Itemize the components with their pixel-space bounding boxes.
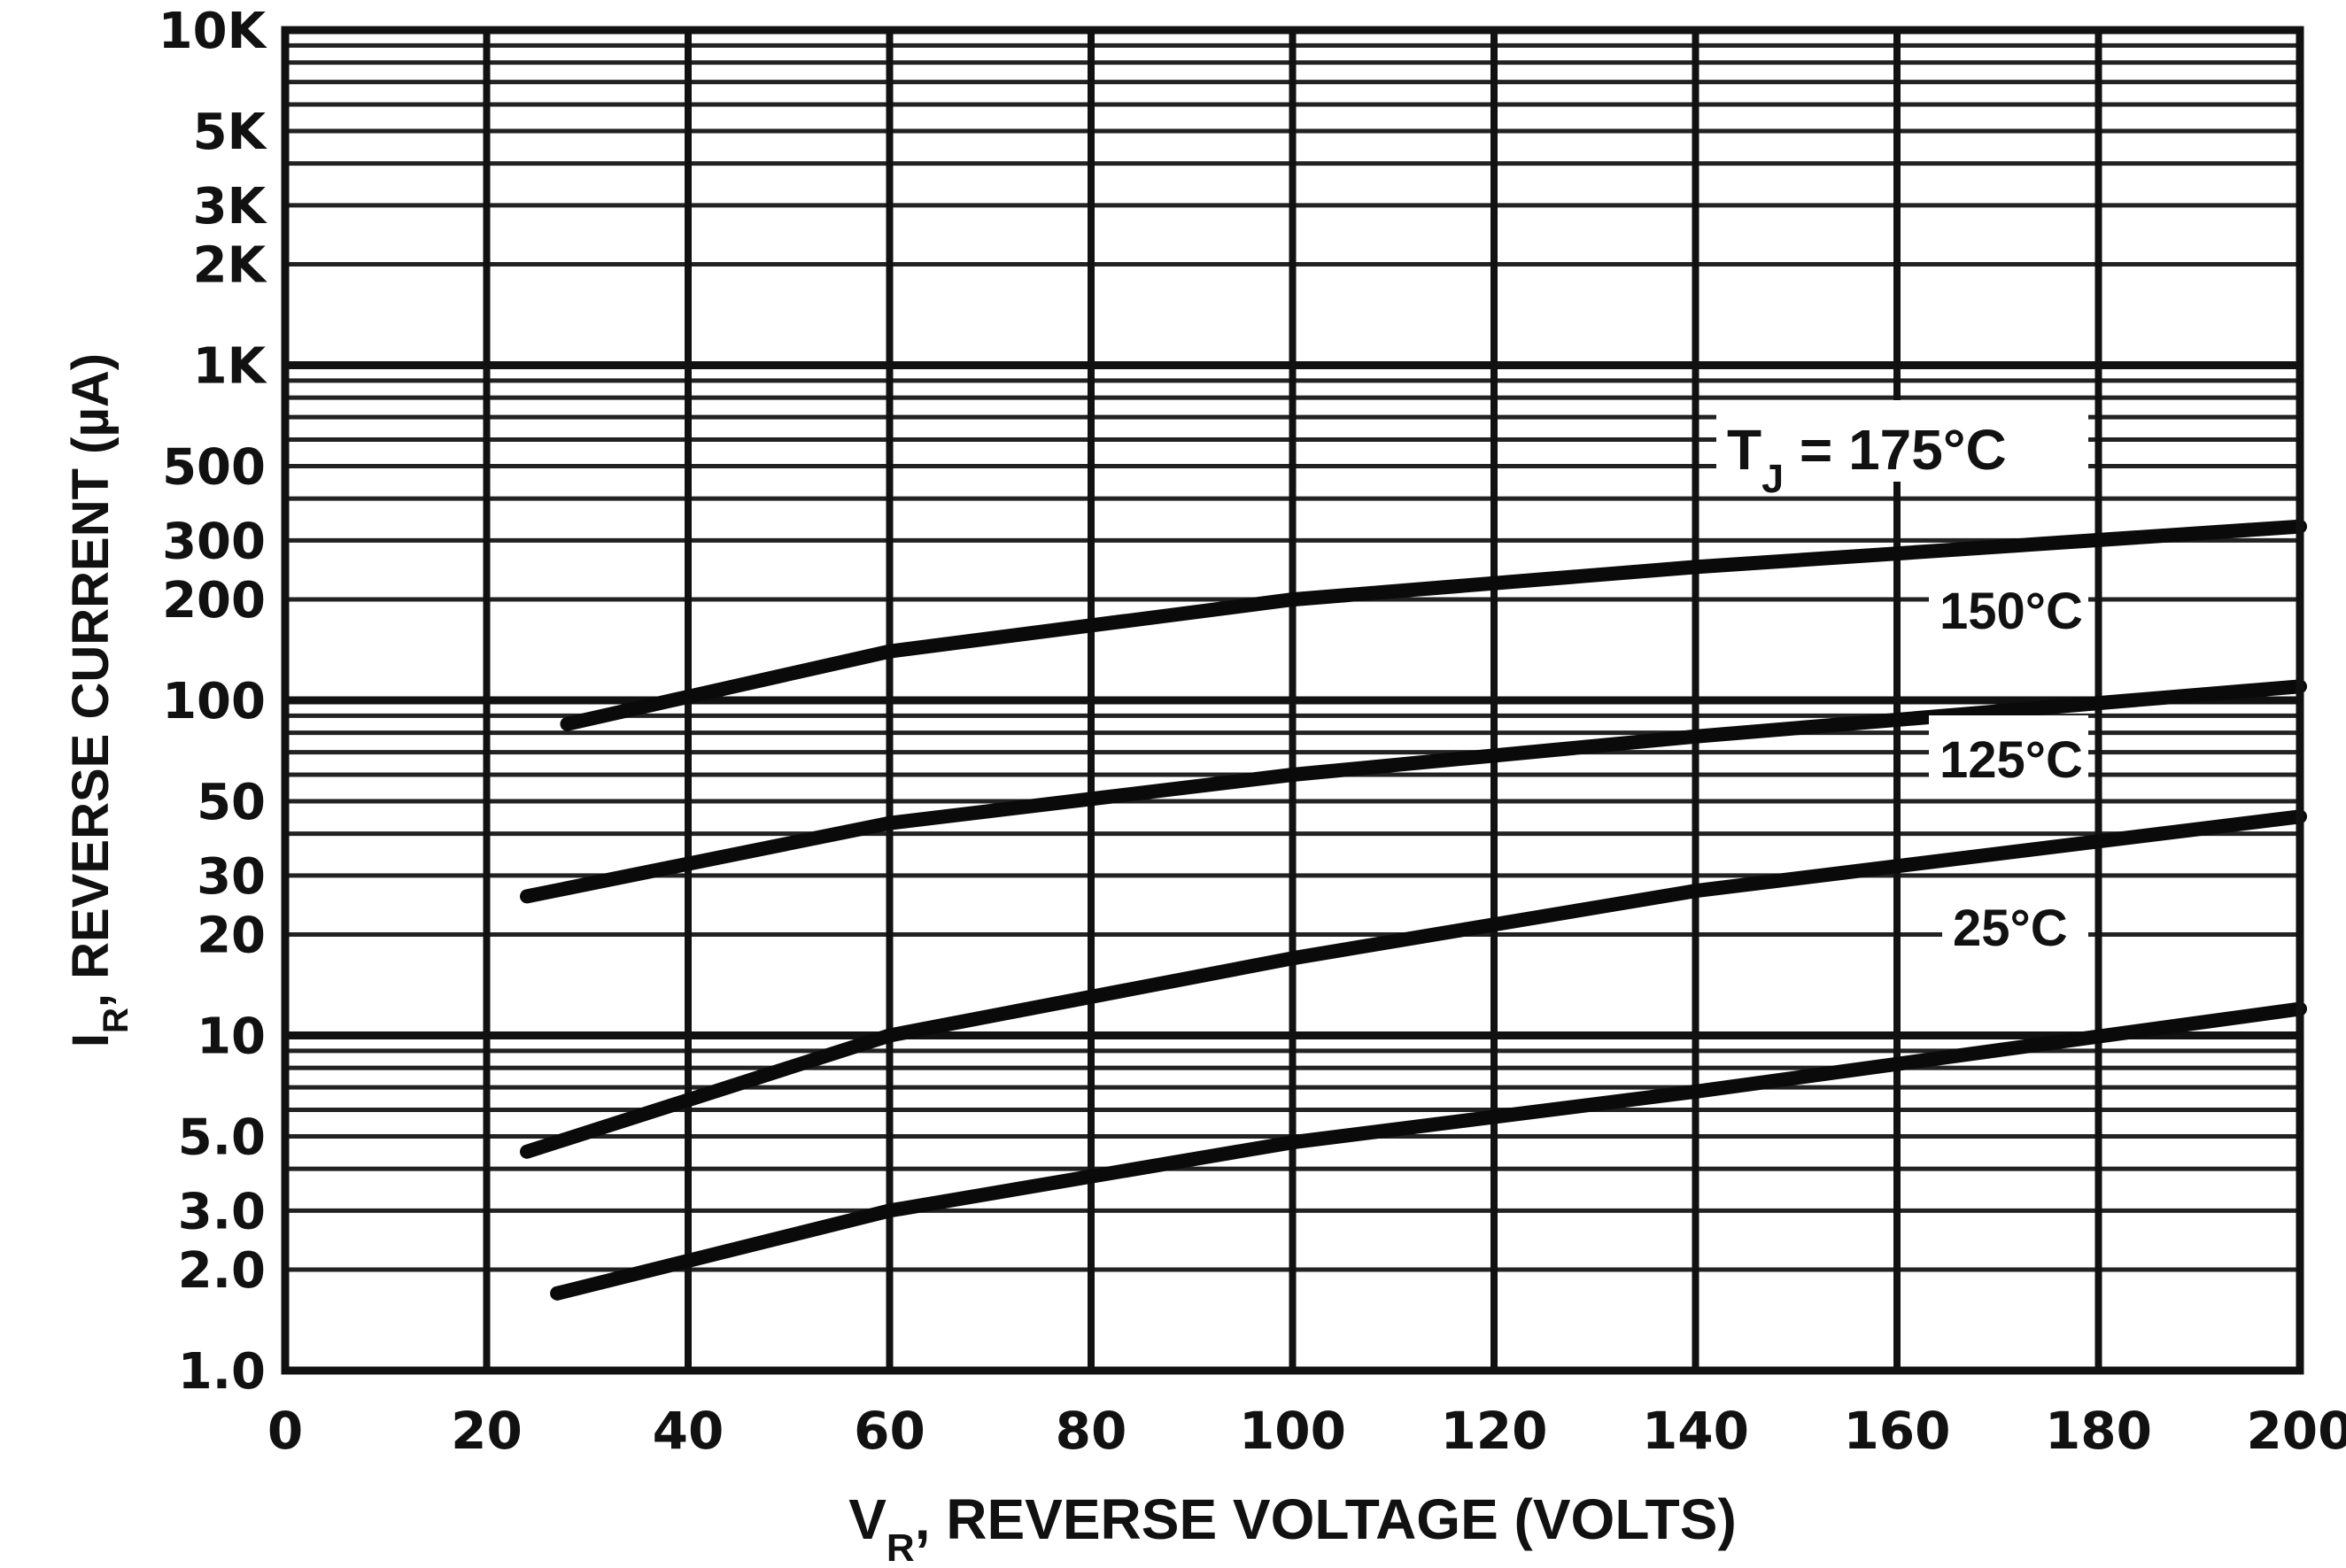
y-tick-label: 2K — [193, 237, 268, 295]
y-tick-label: 100 — [162, 673, 266, 730]
x-tick-label: 80 — [1056, 1401, 1127, 1461]
y-tick-label: 3.0 — [178, 1183, 266, 1240]
x-axis-title-main: V — [848, 1487, 887, 1551]
y-tick-label: 10 — [197, 1008, 266, 1066]
series-line — [560, 519, 2307, 731]
y-tick-label: 3K — [193, 178, 268, 236]
x-tick-labels: 0 20 40 60 80 100 120 140 160 180 200 — [267, 1401, 2346, 1461]
series-label: 125°C — [1940, 731, 2083, 789]
x-tick-label: 20 — [451, 1401, 523, 1461]
x-tick-label: 100 — [1239, 1401, 1346, 1461]
y-tick-label: 20 — [197, 908, 266, 965]
x-tick-label: 120 — [1440, 1401, 1547, 1461]
x-tick-label: 60 — [854, 1401, 925, 1461]
series-label: 25°C — [1953, 900, 2068, 957]
series-label: TJ = 175°C — [1727, 418, 2007, 501]
y-tick-label: 1.0 — [178, 1343, 266, 1401]
y-tick-label: 10K — [159, 3, 268, 60]
x-axis-title-sub: R — [887, 1526, 915, 1568]
x-tick-label: 40 — [653, 1401, 724, 1461]
x-axis-title-rest: , REVERSE VOLTAGE (VOLTS) — [915, 1487, 1737, 1551]
y-axis-title-sub: R — [97, 1008, 135, 1033]
series-line — [520, 809, 2307, 1159]
x-axis-title: VR, REVERSE VOLTAGE (VOLTS) — [848, 1487, 1737, 1568]
y-tick-label: 500 — [162, 438, 266, 496]
y-tick-label: 200 — [162, 572, 266, 630]
series-line — [550, 1001, 2307, 1301]
y-tick-label: 300 — [162, 513, 266, 570]
x-tick-label: 200 — [2246, 1401, 2346, 1461]
series-label-background — [1929, 715, 2088, 790]
series-label-background — [1942, 884, 2088, 958]
x-tick-label: 140 — [1642, 1401, 1749, 1461]
y-tick-label: 2.0 — [178, 1242, 266, 1300]
y-tick-label: 1K — [193, 338, 268, 396]
series-label-background — [1929, 567, 2088, 641]
y-tick-label: 5.0 — [178, 1108, 266, 1166]
series-layer: TJ = 175°C 150°C 125°C 25°C — [520, 400, 2307, 1301]
y-axis-title-main: I — [62, 1033, 120, 1047]
plot-frame — [281, 26, 2304, 1375]
y-axis-title-rest: , REVERSE CURRENT (µA) — [62, 353, 120, 1008]
x-tick-label: 180 — [2045, 1401, 2152, 1461]
y-axis-title: IR, REVERSE CURRENT (µA) — [62, 353, 135, 1047]
y-tick-label: 5K — [193, 104, 268, 161]
series-line — [520, 679, 2307, 904]
y-tick-label: 30 — [197, 848, 266, 906]
series-label: 150°C — [1940, 583, 2083, 640]
x-tick-label: 0 — [267, 1401, 303, 1461]
x-tick-label: 160 — [1843, 1401, 1950, 1461]
y-tick-label: 50 — [197, 774, 266, 831]
series-label-background — [1716, 400, 2088, 482]
